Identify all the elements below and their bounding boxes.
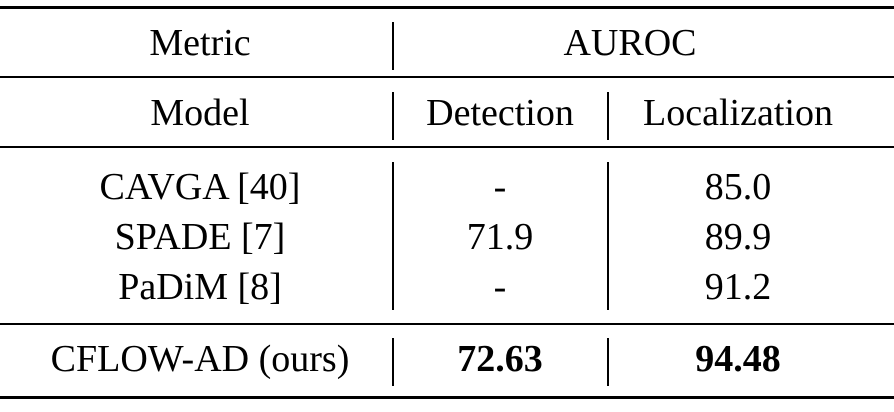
row-2-detection: 71.9 [466,216,534,258]
header-bottom-rule [0,146,894,148]
body-divider-1 [392,162,394,310]
row-3-detection: - [493,266,507,308]
row-3-localization: 91.2 [704,266,772,308]
row-1-localization: 85.0 [704,166,772,208]
model-header: Model [150,92,250,134]
ours-top-rule [0,323,894,325]
cut-off-caption [0,0,894,4]
top-rule [0,6,894,9]
row-1-detection: - [493,166,507,208]
body-divider-2 [607,162,609,310]
header-mid-rule [0,76,894,78]
detection-header: Detection [426,92,574,134]
row-3-model: PaDiM [8] [118,266,282,308]
auroc-header: AUROC [563,22,697,64]
ours-detection: 72.63 [457,338,543,380]
row-2-localization: 89.9 [704,216,772,258]
bottom-rule [0,396,894,399]
localization-header: Localization [643,92,833,134]
header-divider-1 [392,22,394,70]
ours-divider-1 [392,338,394,386]
header-divider-3 [607,92,609,140]
header-divider-2 [392,92,394,140]
metric-header: Metric [149,22,251,64]
row-2-model: SPADE [7] [114,216,286,258]
ours-model: CFLOW-AD (ours) [50,338,350,380]
row-1-model: CAVGA [40] [99,166,301,208]
ours-divider-2 [607,338,609,386]
ours-localization: 94.48 [695,338,781,380]
